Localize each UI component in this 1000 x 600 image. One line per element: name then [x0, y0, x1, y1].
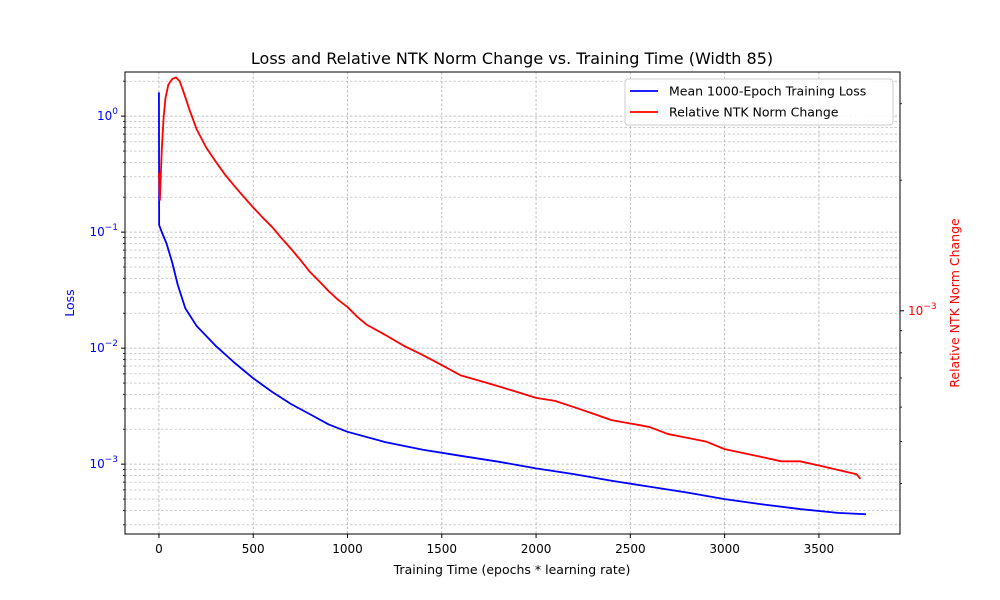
- y-left-tick-label: 10−1: [89, 223, 118, 239]
- y-axis-left-label: Loss: [62, 289, 77, 316]
- legend-label: Mean 1000-Epoch Training Loss: [669, 84, 866, 99]
- chart-title: Loss and Relative NTK Norm Change vs. Tr…: [251, 49, 773, 68]
- y-left-tick-label: 100: [97, 107, 118, 123]
- series-line-training-loss: [158, 92, 867, 516]
- x-tick-label: 2000: [521, 542, 552, 556]
- x-tick-label: 3000: [709, 542, 740, 556]
- x-axis-label: Training Time (epochs * learning rate): [393, 562, 631, 577]
- axes: 0 500 1000 1500 2000 2500 3000 3500 100 10−1 10−2 1…: [89, 80, 937, 556]
- y-left-tick-label: 10−2: [89, 339, 118, 355]
- y-left-tick-label: 10−3: [89, 455, 118, 471]
- legend-label: Relative NTK Norm Change: [669, 105, 839, 120]
- x-tick-label: 3500: [804, 542, 835, 556]
- x-tick-label: 2500: [615, 542, 646, 556]
- y-axis-right-label: Relative NTK Norm Change: [947, 218, 962, 388]
- legend: Mean 1000-Epoch Training Loss Relative NT…: [624, 78, 894, 126]
- plot-frame: [124, 71, 901, 535]
- x-tick-label: 500: [242, 542, 265, 556]
- x-tick-label: 1000: [332, 542, 363, 556]
- x-tick-label: 0: [155, 542, 163, 556]
- legend-box: [624, 78, 894, 126]
- x-tick-label: 1500: [427, 542, 458, 556]
- y-right-tick-label: 10−3: [908, 302, 937, 318]
- series-layer: [158, 76, 867, 516]
- series-line-ntk-norm-change: [158, 76, 862, 480]
